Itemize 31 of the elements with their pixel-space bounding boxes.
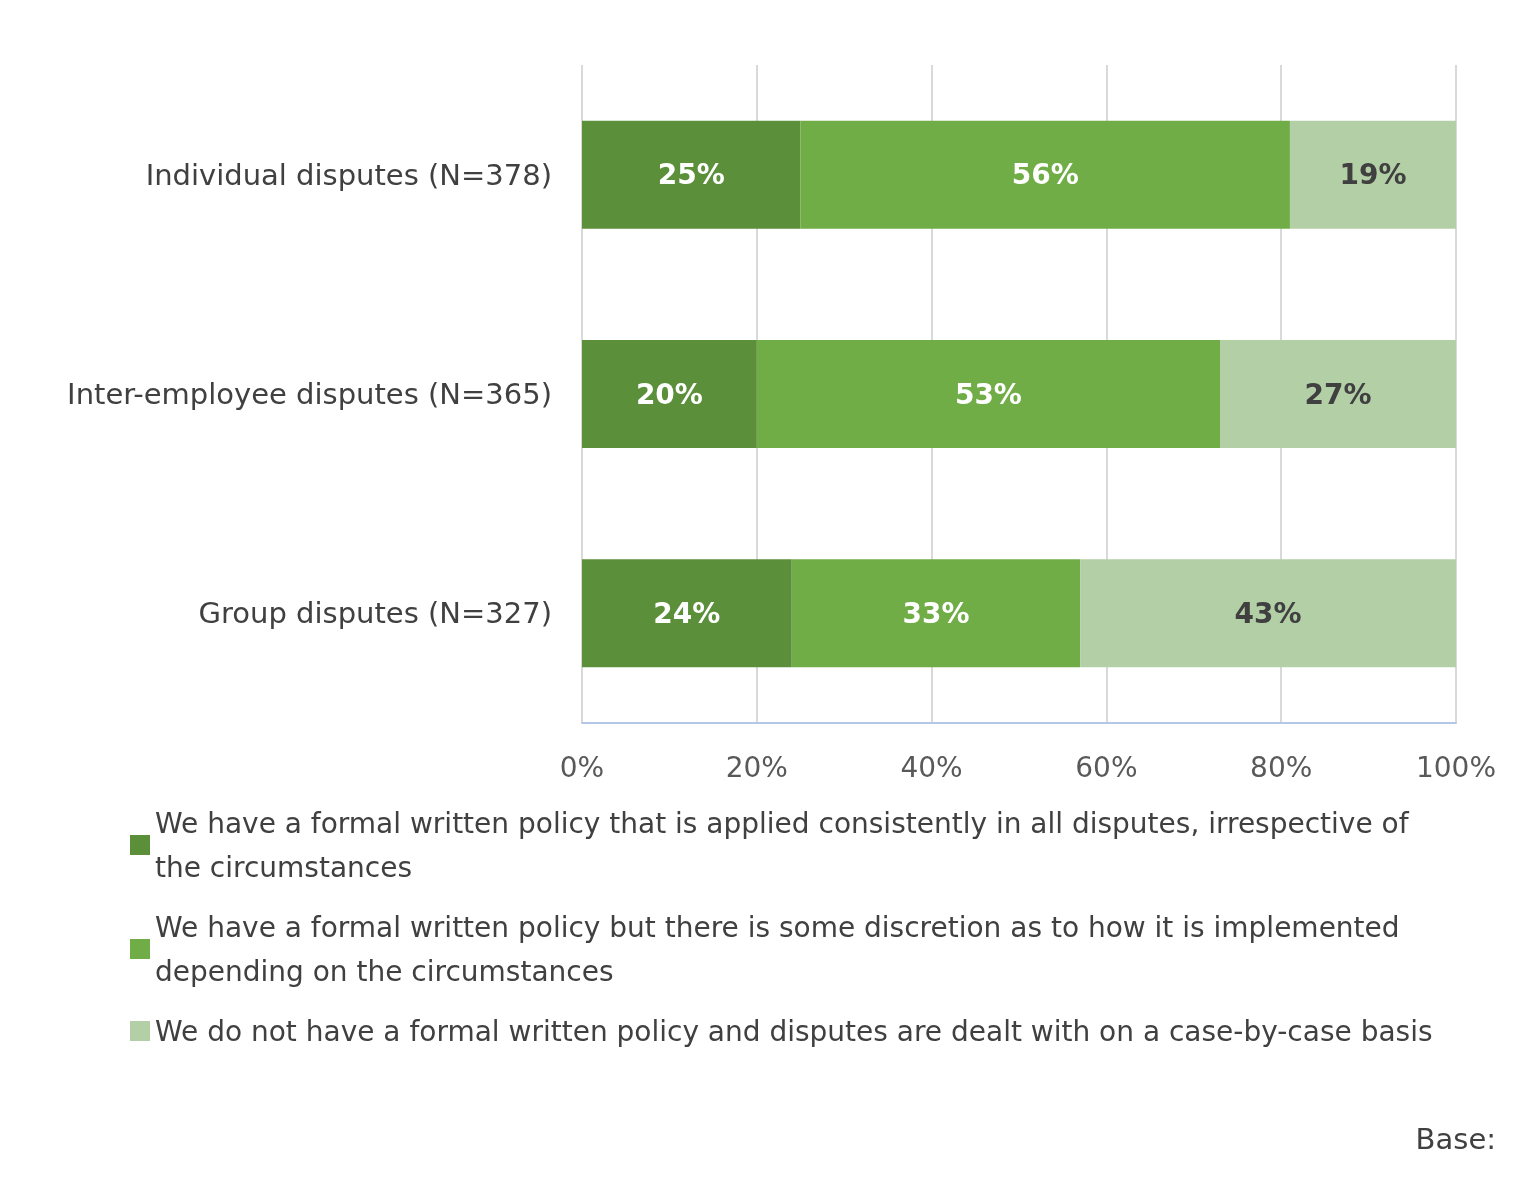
data-label: 25% (657, 158, 725, 192)
legend-label: We have a formal written policy that is applied consistently in all disputes, irrespective of the circumstances (155, 806, 1418, 884)
data-label: 24% (653, 596, 721, 630)
bar (800, 120, 1290, 229)
bar (756, 340, 1221, 448)
data-label: 43% (1234, 596, 1302, 630)
data-label: 53% (954, 377, 1022, 411)
x-tick-label: 0% (559, 750, 605, 784)
data-label: 56% (1011, 158, 1079, 192)
data-label: 19% (1339, 158, 1407, 192)
x-tick-label: 60% (1075, 750, 1138, 784)
bar (582, 120, 801, 229)
bar (582, 340, 757, 448)
x-tick-label: 20% (725, 750, 788, 784)
bar (1080, 559, 1456, 668)
y-tick-label: Inter-employee disputes (N=365) (67, 377, 552, 411)
bar (1289, 120, 1456, 229)
legend-label: We do not have a formal written policy and disputes are dealt with on a case-by-case basis (155, 1014, 1433, 1048)
x-tick-label: 80% (1250, 750, 1313, 784)
bar (1220, 340, 1456, 448)
x-tick-label: 100% (1415, 750, 1497, 784)
data-label: 33% (902, 596, 970, 630)
bar (791, 559, 1081, 668)
text: Base: (1415, 1121, 1496, 1156)
x-tick-label: 40% (900, 750, 963, 784)
y-tick-label: Group disputes (N=327) (198, 596, 552, 631)
legend-label: We have a formal written policy but there is some discretion as to how it is implemented depending on the circumstances (155, 910, 1409, 988)
bar (582, 559, 792, 668)
data-label: 20% (635, 377, 703, 411)
data-label: 27% (1304, 377, 1372, 411)
y-tick-label: Individual disputes (N=378) (145, 157, 552, 192)
